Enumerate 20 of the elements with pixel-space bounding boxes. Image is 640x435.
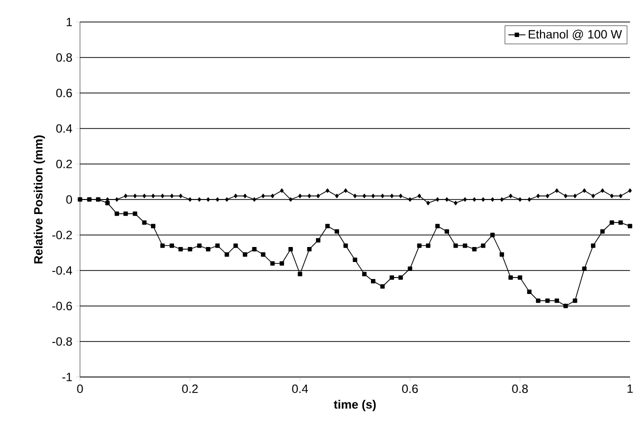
- y-tick-label: 1: [66, 18, 72, 26]
- y-tick-label: -0.8: [52, 337, 72, 346]
- x-tick-label: 0.2: [182, 384, 198, 394]
- y-tick-label: 0.2: [56, 160, 72, 168]
- y-tick-label: 0.6: [56, 88, 72, 98]
- y-axis-title: Relative Position (mm): [34, 135, 45, 264]
- legend-label: Ethanol @ 100 W: [528, 30, 622, 40]
- y-tick-label: -1: [62, 372, 72, 382]
- x-tick-label: 0.4: [292, 384, 308, 394]
- y-tick-label: 0: [66, 195, 72, 204]
- x-tick-label: 0: [77, 384, 83, 394]
- y-tick-label: -0.4: [52, 266, 72, 275]
- y-tick-label: -0.2: [52, 230, 72, 240]
- x-axis-title: time (s): [334, 400, 376, 412]
- y-tick-label: 0.8: [56, 53, 72, 62]
- y-tick-label: 0.4: [56, 124, 72, 133]
- x-tick-label: 0.8: [512, 384, 528, 394]
- y-tick-label: -0.6: [52, 302, 72, 310]
- x-tick-label: 1: [628, 384, 633, 393]
- x-tick-label: 0.6: [402, 384, 418, 394]
